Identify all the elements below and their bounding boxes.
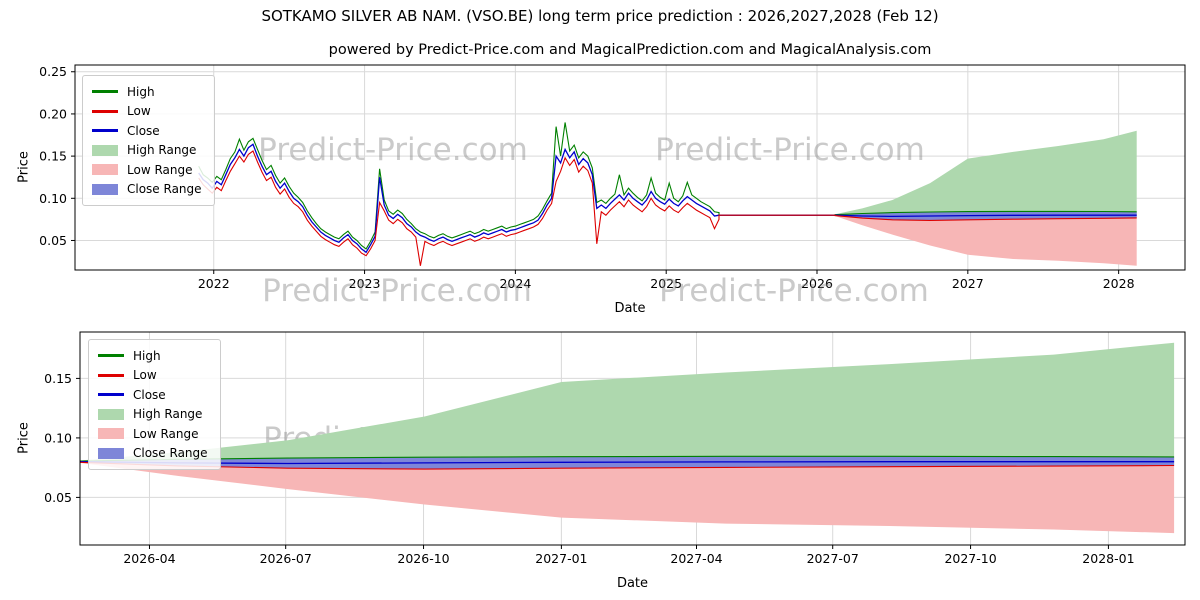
axes-border [74,64,1186,271]
legend-label: Low Range [133,426,199,441]
legend-label: Low [127,104,151,119]
watermark: Predict-Price.com [258,132,528,168]
x-tick-label: 2027-01 [535,551,587,566]
legend-patch-swatch [92,183,118,195]
x-tick-label: 2025 [650,276,682,291]
top-chart-legend: High Low Close High Range Low Range Close Ran… [82,75,215,206]
bottom-chart-xlabel: Date [616,576,649,591]
legend-label: Close Range [133,446,208,461]
high-range-band [835,130,1137,217]
y-tick-label: 0.15 [44,371,72,386]
watermark: Predict-Price.com [655,132,925,168]
legend-patch-swatch [92,144,118,156]
top-chart-xlabel: Date [614,301,646,316]
legend-label: High Range [127,143,197,158]
legend-patch-swatch [98,428,124,440]
x-tick-label: 2026-10 [397,551,449,566]
legend-item-high-range: High Range [92,141,202,161]
x-tick-label: 2026 [801,276,833,291]
legend-line-swatch [98,393,124,397]
y-tick-label: 0.25 [39,64,67,79]
legend-item-close-range: Close Range [98,444,208,464]
legend-label: Low Range [127,162,193,177]
legend-item-low: Low [98,366,208,386]
legend-line-swatch [92,109,118,113]
bottom-chart-legend: High Low Close High Range Low Range Close Ran… [88,339,221,470]
top-chart-ylabel: Price [16,151,32,183]
axes-border [79,331,1186,546]
x-tick-label: 2024 [499,276,531,291]
y-tick-label: 0.15 [39,149,67,164]
legend-label: High Range [133,407,203,422]
low-line [198,150,1137,266]
legend-line-swatch [98,354,124,358]
legend-patch-swatch [98,408,124,420]
legend-item-low-range: Low Range [98,424,208,444]
close-line [198,143,1137,254]
legend-patch-swatch [92,164,118,176]
x-tick-label: 2023 [349,276,381,291]
legend-label: Close [127,123,160,138]
legend-item-high-range: High Range [98,405,208,425]
top-chart-title: powered by Predict-Price.com and Magical… [328,42,932,58]
bottom-chart-ylabel: Price [16,422,32,454]
legend-label: High [133,348,161,363]
x-tick-label: 2022 [198,276,230,291]
x-tick-label: 2026-07 [260,551,312,566]
legend-label: Close Range [127,182,202,197]
legend-label: Close [133,387,166,402]
x-tick-label: 2027-07 [807,551,859,566]
x-tick-label: 2027-04 [670,551,722,566]
low-range-band [80,461,1175,534]
x-tick-label: 2028-01 [1082,551,1134,566]
legend-item-high: High [92,82,202,102]
legend-line-swatch [92,90,118,94]
y-tick-label: 0.05 [39,233,67,248]
legend-item-high: High [98,346,208,366]
legend-item-close-range: Close Range [92,180,202,200]
low-range-band [835,215,1137,266]
y-tick-label: 0.10 [44,430,72,445]
legend-item-low: Low [92,102,202,122]
high-range-band [80,342,1175,464]
y-tick-label: 0.10 [39,191,67,206]
legend-patch-swatch [98,447,124,459]
x-tick-label: 2026-04 [123,551,175,566]
high-line [198,122,1137,250]
x-tick-label: 2028 [1103,276,1135,291]
legend-item-low-range: Low Range [92,160,202,180]
y-tick-label: 0.20 [39,106,67,121]
legend-line-swatch [98,373,124,377]
legend-item-close: Close [98,385,208,405]
legend-line-swatch [92,129,118,133]
figure-title: SOTKAMO SILVER AB NAM. (VSO.BE) long ter… [261,7,939,25]
legend-label: High [127,84,155,99]
x-tick-label: 2027-10 [944,551,996,566]
legend-label: Low [133,368,157,383]
y-tick-label: 0.05 [44,490,72,505]
legend-item-close: Close [92,121,202,141]
x-tick-label: 2027 [952,276,984,291]
